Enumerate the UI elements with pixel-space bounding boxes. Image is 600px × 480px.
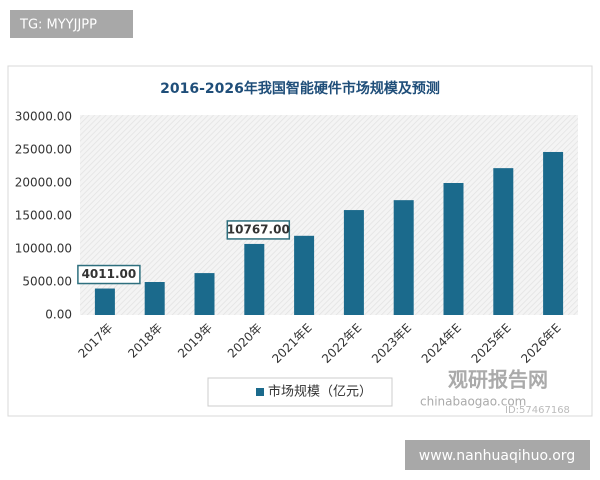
y-tick-label: 25000.00	[15, 143, 72, 157]
chart-title: 2016-2026年我国智能硬件市场规模及预测	[160, 80, 440, 97]
value-label-box	[77, 264, 141, 285]
bar	[493, 168, 514, 315]
watermark: chinabaogao.com	[420, 395, 526, 409]
value-label: 10767.00	[227, 222, 290, 236]
overlay-text: www.nanhuaqihuo.org	[419, 448, 575, 464]
legend-box	[207, 377, 393, 407]
legend-label: 市场规模（亿元）	[268, 384, 372, 400]
y-tick-label: 20000.00	[15, 176, 72, 190]
bar	[393, 200, 414, 315]
watermark: 观研报告网	[448, 368, 548, 392]
overlay-box	[10, 10, 133, 38]
bar	[343, 210, 364, 315]
bar	[194, 273, 215, 315]
overlay-text: TG: MYYJJPP	[19, 18, 97, 33]
bar	[543, 151, 564, 315]
bar	[443, 183, 464, 315]
watermark: ID:57467168	[505, 405, 570, 416]
bar	[294, 235, 315, 315]
y-tick-label: 15000.00	[15, 209, 72, 223]
y-tick-label: 30000.00	[15, 110, 72, 124]
legend-swatch	[256, 388, 264, 396]
value-label: 4011.00	[82, 267, 137, 281]
bar	[244, 243, 265, 315]
overlay-box	[405, 440, 590, 470]
y-tick-label: 0.00	[45, 308, 72, 322]
value-label-box	[226, 220, 291, 240]
bar	[94, 288, 115, 315]
bar	[144, 282, 165, 315]
y-tick-label: 10000.00	[15, 242, 72, 256]
y-tick-label: 5000.00	[22, 275, 72, 289]
